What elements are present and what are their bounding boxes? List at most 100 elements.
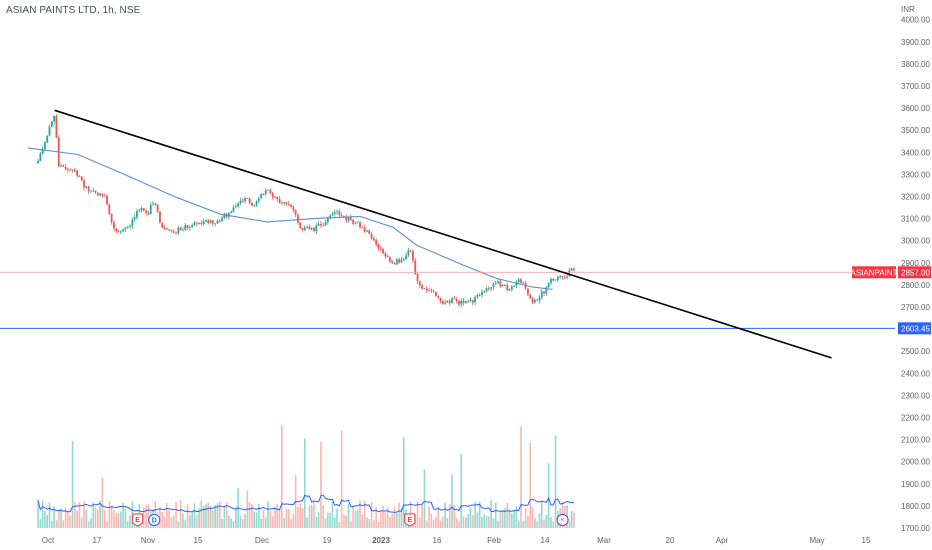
candle — [145, 210, 148, 213]
volume-bar — [143, 507, 145, 528]
volume-bar — [225, 501, 228, 528]
candle — [499, 281, 502, 287]
volume-bar — [361, 514, 364, 528]
candle — [76, 171, 79, 176]
candle — [223, 213, 226, 219]
candle — [67, 168, 69, 171]
moving-average-layer — [28, 147, 553, 290]
candle — [94, 190, 97, 193]
candle — [257, 198, 260, 202]
volume-bar — [177, 521, 180, 528]
candle — [363, 227, 366, 232]
x-tick-label: 19 — [323, 536, 332, 545]
volume-bar — [193, 503, 196, 528]
volume-bar — [345, 515, 348, 528]
volume-bar — [37, 500, 39, 528]
volume-bar — [359, 500, 361, 528]
candle — [246, 198, 249, 199]
earnings-marker[interactable]: E — [132, 513, 144, 527]
candle — [216, 220, 219, 224]
candle — [501, 285, 504, 287]
y-tick-label: 3400.00 — [901, 148, 930, 157]
candle — [331, 213, 334, 216]
volume-bar — [90, 518, 92, 528]
volume-bar — [350, 521, 352, 528]
volume-bar — [41, 500, 44, 528]
candle — [274, 196, 276, 198]
volume-bar — [458, 521, 460, 528]
volume-bar — [126, 520, 129, 528]
candle — [386, 256, 389, 258]
volume-bar — [71, 440, 74, 528]
volume-bar — [55, 520, 58, 528]
volume-bar — [235, 507, 237, 528]
candle — [87, 186, 90, 192]
candle — [471, 299, 474, 303]
y-tick-label: 2800.00 — [901, 281, 930, 290]
candle — [80, 176, 83, 181]
candle — [485, 288, 488, 292]
volume-bar — [274, 507, 276, 528]
volume-bar — [301, 507, 304, 528]
volume-bar — [471, 515, 474, 528]
candle — [156, 204, 159, 212]
candle — [543, 291, 545, 294]
volume-bar — [483, 514, 486, 528]
candle — [283, 202, 286, 204]
volume-bar — [481, 516, 483, 528]
candle — [182, 229, 184, 231]
volume-bar — [568, 521, 571, 528]
volume-bar — [508, 508, 511, 528]
candle — [497, 281, 499, 283]
volume-bar — [122, 502, 124, 528]
candle — [211, 220, 214, 224]
dividend-marker[interactable]: D — [148, 514, 161, 526]
volume-bar — [39, 518, 42, 528]
split-marker[interactable]: ⚡ — [556, 514, 569, 526]
candle — [248, 198, 251, 203]
candle — [356, 222, 359, 224]
y-tick-label: 2000.00 — [901, 458, 930, 467]
candle — [506, 284, 509, 291]
candle — [487, 288, 490, 289]
last-price-label: 2857.00 — [901, 268, 930, 277]
candle — [533, 299, 536, 303]
volume-bar — [306, 517, 308, 528]
candle — [315, 225, 318, 232]
candle — [251, 202, 253, 206]
candle — [299, 222, 302, 229]
candle — [379, 248, 382, 250]
volume-bar — [336, 508, 338, 528]
y-tick-label: 3600.00 — [901, 104, 930, 113]
candle — [177, 227, 180, 234]
volume-bar — [386, 507, 389, 528]
volume-bar — [253, 511, 256, 528]
candle — [53, 115, 56, 122]
candle — [458, 301, 460, 305]
volume-bar — [370, 502, 373, 528]
volume-bar — [520, 426, 522, 528]
volume-bar — [504, 508, 506, 528]
volume-bar — [442, 516, 444, 528]
volume-bar — [398, 502, 400, 528]
volume-bar — [435, 516, 437, 528]
x-tick-label: 14 — [541, 536, 550, 545]
candle — [113, 222, 115, 229]
volume-bar — [494, 502, 497, 528]
volume-bar — [262, 509, 265, 528]
candles-layer — [37, 114, 575, 308]
earnings-marker[interactable]: E — [404, 513, 416, 527]
volume-bar — [554, 435, 557, 528]
volume-bar — [340, 430, 343, 528]
candle — [409, 250, 412, 252]
volume-bar — [103, 509, 106, 528]
volume-bar — [108, 500, 111, 528]
volume-bar — [540, 501, 543, 528]
candle — [340, 215, 343, 217]
candle — [244, 198, 246, 202]
volume-bar — [207, 502, 210, 528]
candle — [432, 290, 435, 292]
volume-bar — [310, 505, 313, 528]
candle — [41, 148, 44, 154]
